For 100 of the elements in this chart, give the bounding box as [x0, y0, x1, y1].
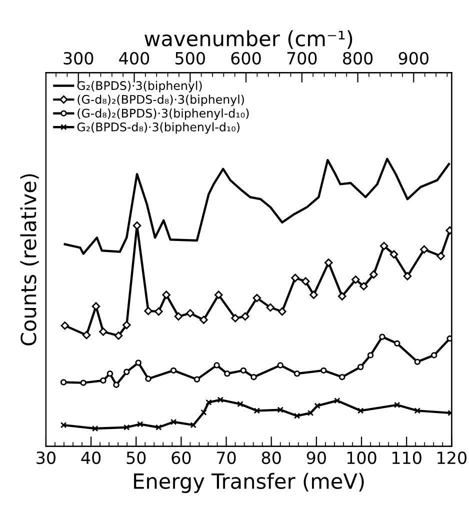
point — [100, 377, 106, 384]
point — [403, 272, 412, 280]
point — [367, 352, 374, 358]
point — [357, 408, 364, 414]
point — [200, 409, 207, 416]
x2-tick-label: 400 — [119, 52, 150, 65]
point — [200, 316, 208, 324]
point — [436, 252, 445, 260]
x-tick-label: 70 — [217, 451, 236, 464]
x-tick-label: 110 — [392, 451, 422, 464]
x-tick-label: 30 — [36, 451, 56, 464]
point — [231, 314, 240, 322]
point — [124, 368, 130, 376]
point — [156, 424, 162, 430]
x2-tick-label: 900 — [398, 52, 428, 65]
point — [137, 421, 144, 428]
point — [430, 352, 438, 358]
point — [82, 330, 91, 340]
x-tick-label: 120 — [438, 451, 466, 464]
point — [237, 400, 244, 408]
x2-tick-label: 700 — [287, 52, 317, 65]
point — [170, 367, 177, 374]
point — [380, 242, 388, 250]
point — [217, 396, 224, 403]
y-axis-title: Counts (relative) — [20, 174, 39, 346]
legend-label: (G-d₈)₂(BPDS)·3(biphenyl-d₁₀) — [78, 108, 249, 120]
point — [278, 307, 286, 316]
point — [352, 275, 360, 284]
point — [254, 408, 260, 414]
point — [60, 379, 67, 386]
x2-tick-label: 500 — [176, 52, 205, 65]
point — [114, 332, 123, 340]
point — [145, 376, 152, 382]
point — [162, 290, 170, 299]
point — [135, 360, 142, 366]
x-axis-title: Energy Transfer (meV) — [134, 472, 364, 494]
point — [394, 340, 400, 347]
point — [310, 290, 318, 299]
point — [186, 309, 194, 318]
point — [214, 290, 223, 299]
x2-tick-label: 300 — [64, 52, 94, 65]
point — [390, 250, 398, 258]
point — [132, 221, 142, 230]
point — [370, 270, 378, 279]
point — [122, 320, 131, 330]
point — [394, 402, 400, 408]
x2-tick-label: 800 — [342, 52, 373, 65]
point — [414, 408, 421, 414]
point — [224, 370, 230, 377]
point — [124, 424, 130, 430]
point — [294, 370, 300, 377]
point — [92, 302, 100, 310]
point — [420, 245, 428, 254]
point — [379, 334, 386, 340]
point — [307, 410, 314, 416]
point — [241, 312, 250, 321]
point — [294, 412, 300, 419]
point — [360, 282, 368, 290]
point — [338, 374, 346, 380]
legend-label: G₂(BPDS-d₈)·3(biphenyl-d₁₀) — [77, 122, 240, 134]
point — [252, 294, 262, 302]
point — [277, 406, 284, 413]
legend-label: (G-d₈)₂(BPDS-d₈)·3(biphenyl) — [78, 94, 244, 106]
x-tick-label: 90 — [306, 451, 326, 464]
point — [338, 292, 346, 300]
x-tick-label: 40 — [81, 451, 101, 464]
x-tick-label: 50 — [126, 451, 146, 464]
point — [357, 364, 364, 370]
point — [60, 422, 67, 428]
x-tick-label: 80 — [262, 451, 281, 464]
point — [266, 303, 275, 312]
point — [60, 321, 70, 330]
point — [334, 398, 340, 404]
point — [190, 422, 196, 428]
point — [106, 370, 114, 377]
point — [291, 274, 300, 282]
point — [80, 380, 86, 386]
point — [99, 328, 108, 336]
x2-axis-title: wavenumber (cm⁻¹) — [144, 30, 352, 49]
point — [206, 399, 212, 406]
point — [214, 362, 220, 368]
point — [250, 374, 257, 380]
point — [324, 258, 333, 267]
x-tick-label: 60 — [172, 451, 191, 464]
x-tick-label: 100 — [347, 451, 376, 464]
point — [144, 306, 152, 316]
legend-label: G₂(BPDS)·3(biphenyl) — [77, 80, 202, 92]
point — [414, 358, 421, 365]
point — [92, 425, 98, 432]
point — [301, 277, 310, 286]
point — [113, 382, 120, 388]
x2-tick-label: 600 — [231, 52, 261, 65]
point — [194, 376, 200, 382]
point — [277, 362, 284, 368]
point — [320, 367, 327, 374]
point — [240, 367, 247, 374]
point — [154, 307, 163, 316]
point — [314, 402, 320, 409]
point — [446, 335, 452, 342]
point — [174, 312, 183, 321]
